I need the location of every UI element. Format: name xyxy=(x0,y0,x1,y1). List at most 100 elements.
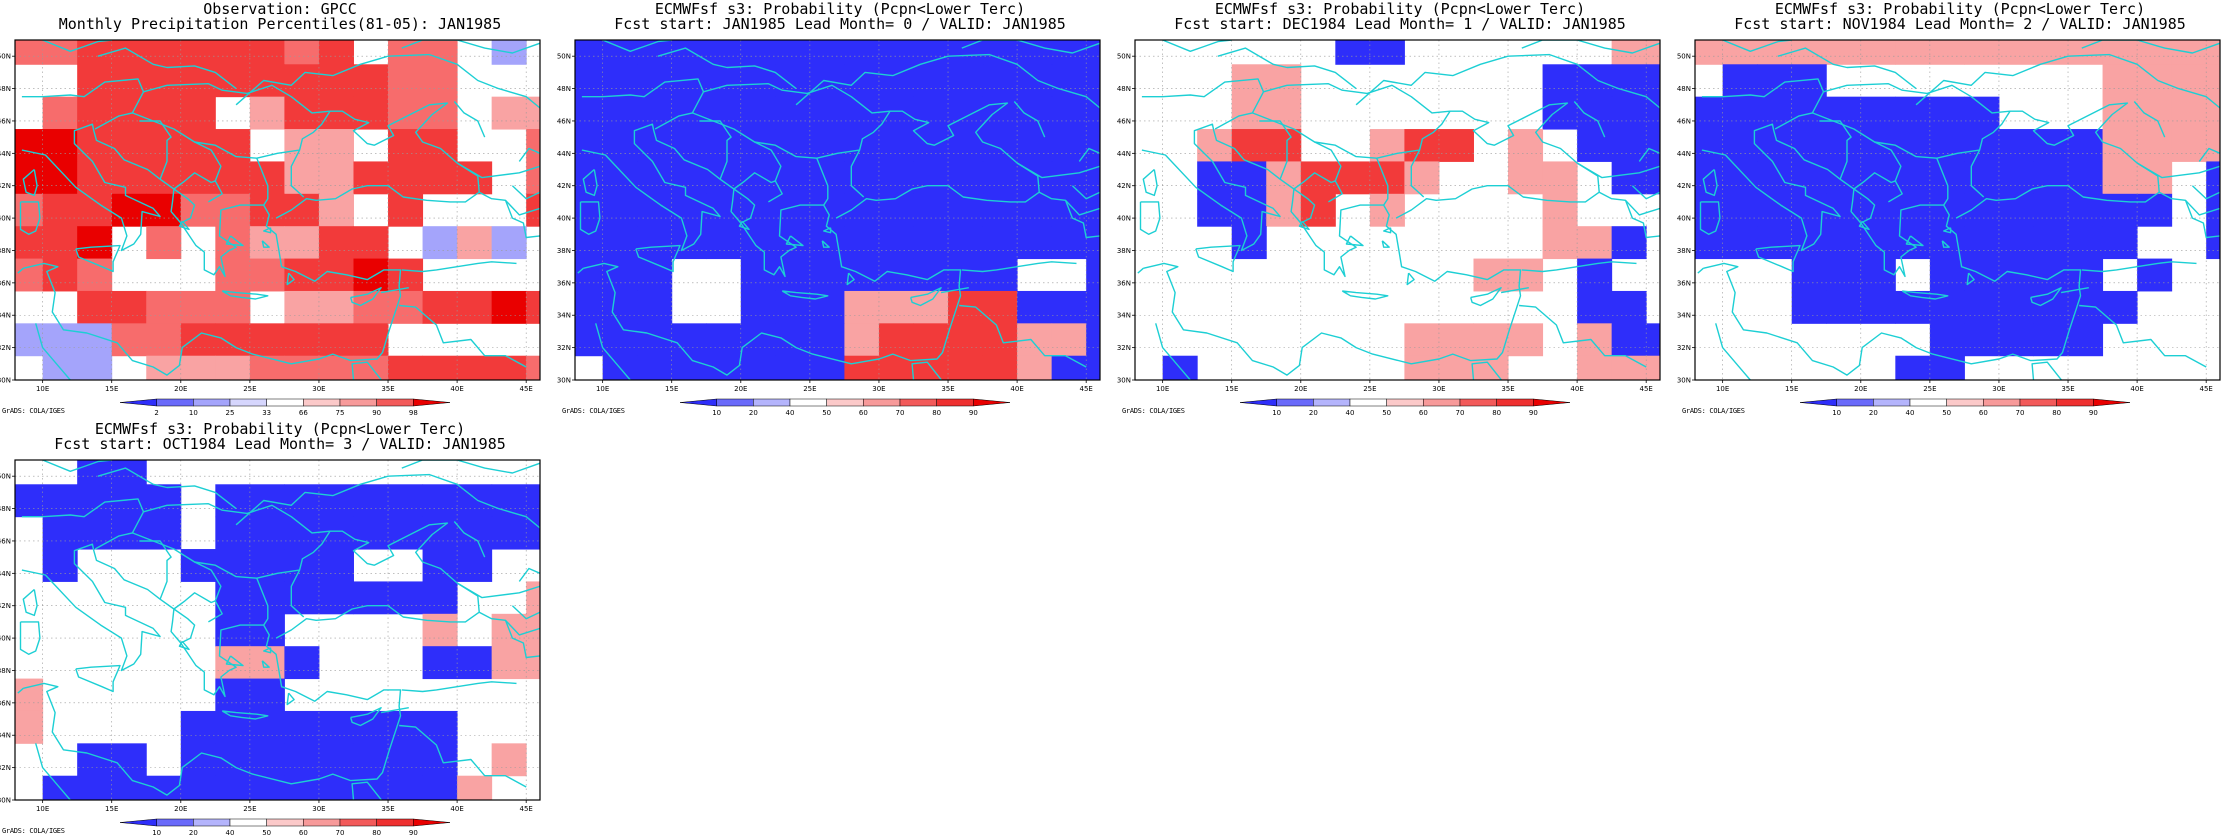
grid-cell xyxy=(318,516,354,550)
grid-cell xyxy=(1695,161,1724,195)
lat-tick-label: 34N xyxy=(0,732,11,740)
grid-cell xyxy=(284,40,320,65)
coastline xyxy=(21,498,145,518)
coastline xyxy=(961,40,1100,54)
coastline xyxy=(17,267,24,274)
grid-cell xyxy=(215,258,251,292)
grid-cell xyxy=(948,355,984,380)
grid-cell xyxy=(388,96,424,130)
coastline xyxy=(139,540,172,600)
lon-tick-label: 45E xyxy=(520,385,533,393)
grid-cell xyxy=(706,355,742,380)
grid-cell xyxy=(77,516,113,550)
grid-cell xyxy=(1646,64,1660,98)
grid-cell xyxy=(1335,0,1370,32)
grid-cell xyxy=(1791,129,1827,162)
colorbar-swatch xyxy=(2019,398,2057,407)
panel-lead-month-1: ECMWFsf s3: Probability (Pcpn<Lower Terc… xyxy=(1117,0,1681,420)
coastline xyxy=(1853,188,1876,224)
grid-cell xyxy=(809,323,845,357)
grid-cell xyxy=(1646,0,1681,32)
grid-cell xyxy=(1017,226,1053,260)
grid-cell xyxy=(2068,258,2104,292)
coastline xyxy=(221,290,269,300)
grid-cell xyxy=(1929,129,1965,162)
lon-tick-label: 45E xyxy=(520,805,533,813)
grid-cell xyxy=(318,323,354,357)
coastline xyxy=(733,188,756,224)
grid-cell xyxy=(249,355,285,380)
grid-cell xyxy=(1438,323,1474,357)
coastline xyxy=(1774,83,2011,130)
coastline xyxy=(1858,220,1870,231)
coastline xyxy=(940,287,969,294)
grid-cell xyxy=(1017,96,1053,130)
colorbar-swatch xyxy=(339,398,377,407)
grid-cell xyxy=(15,193,44,227)
lat-tick-label: 46N xyxy=(0,537,11,545)
grid-cell xyxy=(1335,40,1371,65)
grid-cell xyxy=(1197,161,1233,195)
lat-tick-label: 36N xyxy=(557,279,571,287)
grid-cell xyxy=(913,226,949,260)
coastline xyxy=(401,681,517,693)
lat-tick-label: 34N xyxy=(557,312,571,320)
lon-tick-label: 40E xyxy=(1010,385,1023,393)
grid-cell xyxy=(878,323,914,357)
grid-cell xyxy=(42,129,78,162)
grid-cell xyxy=(1611,40,1647,65)
grid-cell xyxy=(2206,193,2220,227)
grid-cell xyxy=(146,290,182,324)
grid-cell xyxy=(1611,161,1647,195)
grid-cell xyxy=(1792,0,1827,32)
grid-cell xyxy=(388,743,424,777)
grid-cell xyxy=(844,40,880,65)
colorbar-arrow-right xyxy=(1533,398,1571,407)
grid-cell xyxy=(1017,40,1053,65)
coastlines xyxy=(1697,40,2220,380)
panel-title: Observation: GPCC xyxy=(203,0,357,18)
grid-cell xyxy=(2137,193,2173,227)
grid-cell xyxy=(1688,0,1723,32)
grid-cell xyxy=(2206,64,2220,98)
grid-cell xyxy=(284,710,320,744)
grid-cell xyxy=(809,355,845,380)
grid-cell xyxy=(602,355,638,380)
lat-tick-label: 42N xyxy=(0,602,11,610)
coastline xyxy=(225,235,244,247)
colorbar-label: 70 xyxy=(336,829,345,837)
colorbar-label: 50 xyxy=(1942,409,1951,417)
lon-tick-label: 20E xyxy=(1294,385,1307,393)
coastline xyxy=(754,141,783,203)
coastline xyxy=(17,687,24,694)
coastline xyxy=(173,188,196,224)
grid-cell xyxy=(1695,40,1724,65)
grid-cell xyxy=(180,193,216,227)
grid-cell xyxy=(42,40,78,65)
grid-cell xyxy=(1929,258,1965,292)
colorbar-label: 60 xyxy=(299,829,308,837)
grid-cell xyxy=(250,0,285,32)
grid-cell xyxy=(42,549,78,582)
grid-cell xyxy=(602,226,638,260)
grid-cell xyxy=(948,323,984,357)
probability-map: 10E 15E 20E 25E 30E 35E 40E 45E 30N 32N 34N 36N 38N 4… xyxy=(0,420,541,837)
grid-cell xyxy=(1964,129,2000,162)
grid-cell xyxy=(809,40,845,65)
grid-cell xyxy=(15,678,44,712)
coastline xyxy=(42,460,112,472)
grid-cell xyxy=(948,226,984,260)
grid-cell xyxy=(111,323,147,357)
grid-cell xyxy=(77,420,112,453)
grid-cell xyxy=(422,613,458,647)
grid-cell xyxy=(740,40,776,65)
grid-cell xyxy=(575,129,604,162)
grid-cell xyxy=(982,161,1018,195)
grid-cell xyxy=(180,323,216,357)
grid-cell xyxy=(844,355,880,380)
grid-cell xyxy=(1964,290,2000,324)
grid-cell xyxy=(1791,258,1827,292)
colorbar-label: 40 xyxy=(226,829,235,837)
coastline xyxy=(75,664,121,693)
grid-cell xyxy=(284,290,320,324)
